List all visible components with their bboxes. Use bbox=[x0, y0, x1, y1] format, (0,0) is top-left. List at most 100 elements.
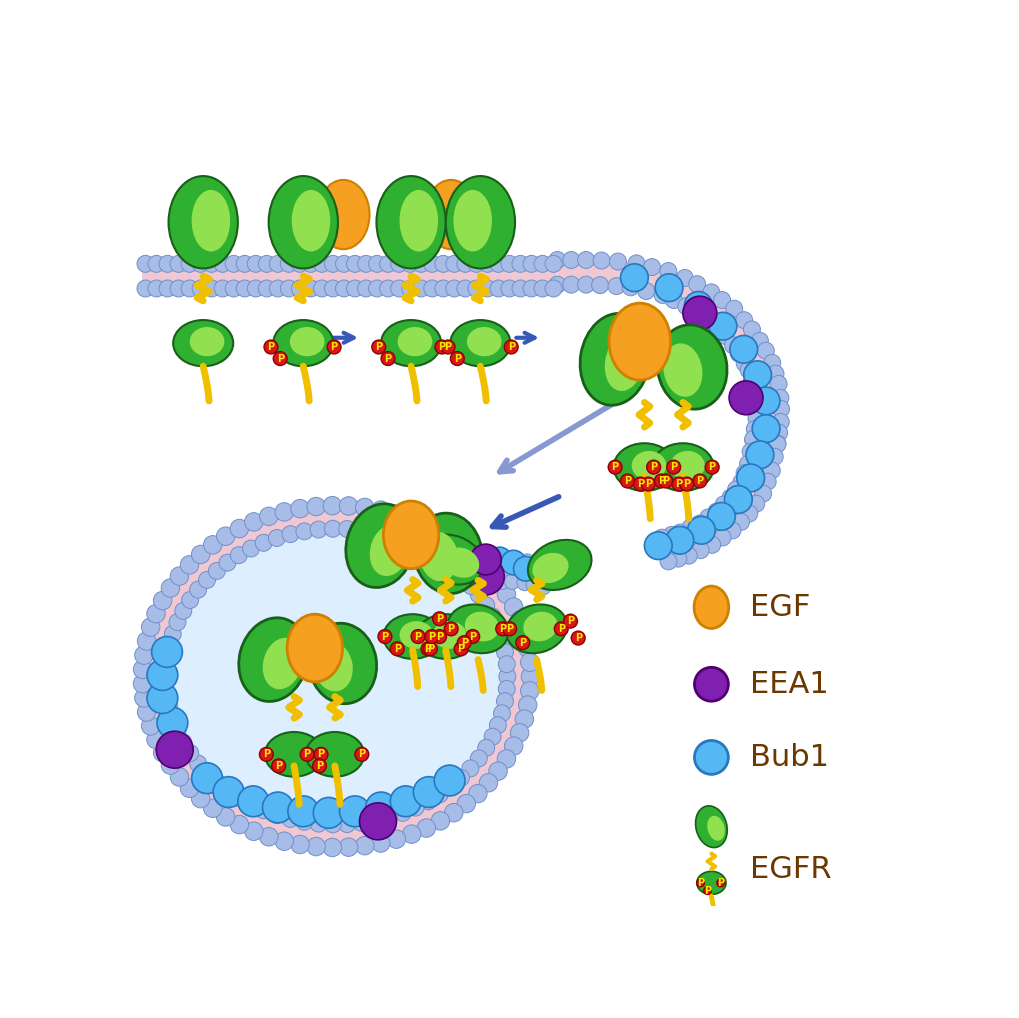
Circle shape bbox=[520, 682, 538, 700]
Circle shape bbox=[445, 256, 463, 272]
Circle shape bbox=[658, 474, 673, 488]
Circle shape bbox=[489, 717, 505, 734]
Circle shape bbox=[380, 527, 397, 545]
Text: P: P bbox=[263, 749, 270, 759]
Ellipse shape bbox=[695, 806, 727, 848]
Circle shape bbox=[500, 256, 518, 272]
Circle shape bbox=[157, 674, 174, 691]
Circle shape bbox=[633, 477, 647, 491]
Circle shape bbox=[740, 361, 756, 379]
Circle shape bbox=[366, 792, 396, 823]
Ellipse shape bbox=[613, 443, 675, 491]
Ellipse shape bbox=[662, 343, 702, 397]
Circle shape bbox=[498, 668, 516, 685]
Text: P: P bbox=[435, 614, 442, 624]
Ellipse shape bbox=[608, 303, 669, 380]
Ellipse shape bbox=[381, 320, 440, 366]
Circle shape bbox=[413, 280, 429, 297]
Circle shape bbox=[243, 541, 259, 557]
Circle shape bbox=[770, 425, 787, 441]
Circle shape bbox=[637, 283, 654, 299]
Circle shape bbox=[313, 256, 330, 272]
Circle shape bbox=[694, 740, 728, 775]
Circle shape bbox=[203, 256, 220, 272]
Circle shape bbox=[479, 774, 497, 792]
Circle shape bbox=[401, 825, 421, 843]
Circle shape bbox=[255, 534, 272, 552]
Circle shape bbox=[743, 360, 770, 389]
Circle shape bbox=[199, 765, 215, 782]
Polygon shape bbox=[466, 560, 547, 587]
Circle shape bbox=[170, 280, 186, 297]
Circle shape bbox=[247, 280, 264, 297]
Circle shape bbox=[450, 351, 464, 365]
Circle shape bbox=[492, 553, 507, 568]
Circle shape bbox=[338, 815, 356, 833]
Circle shape bbox=[161, 637, 177, 655]
Circle shape bbox=[170, 768, 189, 786]
Circle shape bbox=[393, 531, 411, 549]
Ellipse shape bbox=[532, 553, 568, 583]
Circle shape bbox=[703, 887, 710, 895]
Ellipse shape bbox=[580, 314, 649, 405]
Ellipse shape bbox=[263, 637, 302, 689]
Text: P: P bbox=[304, 749, 311, 759]
Circle shape bbox=[258, 280, 275, 297]
Circle shape bbox=[434, 256, 451, 272]
Circle shape bbox=[540, 558, 555, 574]
FancyBboxPatch shape bbox=[142, 264, 556, 288]
Polygon shape bbox=[144, 507, 529, 846]
Circle shape bbox=[367, 524, 383, 542]
Circle shape bbox=[137, 256, 154, 272]
Ellipse shape bbox=[414, 513, 482, 593]
Circle shape bbox=[521, 668, 539, 686]
Circle shape bbox=[468, 280, 484, 297]
Text: P: P bbox=[384, 353, 391, 363]
Circle shape bbox=[393, 804, 411, 822]
Circle shape bbox=[739, 455, 756, 472]
Circle shape bbox=[378, 629, 391, 643]
Circle shape bbox=[269, 280, 286, 297]
Circle shape bbox=[726, 300, 742, 318]
Circle shape bbox=[174, 603, 192, 619]
Circle shape bbox=[622, 279, 639, 296]
Ellipse shape bbox=[192, 190, 230, 251]
Circle shape bbox=[771, 389, 788, 406]
Circle shape bbox=[225, 280, 242, 297]
Circle shape bbox=[216, 807, 234, 827]
Circle shape bbox=[548, 276, 566, 293]
Text: EGFR: EGFR bbox=[749, 854, 830, 884]
Circle shape bbox=[411, 629, 425, 643]
Circle shape bbox=[368, 256, 385, 272]
Ellipse shape bbox=[669, 451, 704, 480]
Circle shape bbox=[313, 797, 343, 829]
Text: P: P bbox=[574, 633, 581, 643]
Circle shape bbox=[744, 431, 761, 448]
Circle shape bbox=[310, 521, 327, 538]
Ellipse shape bbox=[168, 176, 237, 269]
Circle shape bbox=[683, 296, 716, 330]
Circle shape bbox=[434, 766, 465, 796]
Circle shape bbox=[607, 460, 622, 474]
Circle shape bbox=[390, 280, 408, 297]
Circle shape bbox=[473, 551, 497, 575]
Circle shape bbox=[771, 413, 789, 431]
Circle shape bbox=[431, 786, 447, 803]
Text: P: P bbox=[624, 476, 631, 486]
Circle shape bbox=[746, 420, 762, 438]
Circle shape bbox=[754, 486, 770, 502]
Circle shape bbox=[462, 759, 478, 777]
Circle shape bbox=[512, 280, 529, 297]
Text: P: P bbox=[316, 760, 323, 771]
Circle shape bbox=[259, 828, 278, 846]
Circle shape bbox=[500, 551, 526, 575]
Text: P: P bbox=[675, 479, 682, 489]
Text: P: P bbox=[393, 643, 400, 654]
Text: P: P bbox=[469, 631, 476, 641]
Circle shape bbox=[692, 542, 708, 559]
Circle shape bbox=[245, 822, 263, 841]
Ellipse shape bbox=[238, 618, 308, 701]
Circle shape bbox=[356, 498, 374, 517]
Circle shape bbox=[468, 556, 483, 571]
Text: P: P bbox=[444, 342, 451, 352]
